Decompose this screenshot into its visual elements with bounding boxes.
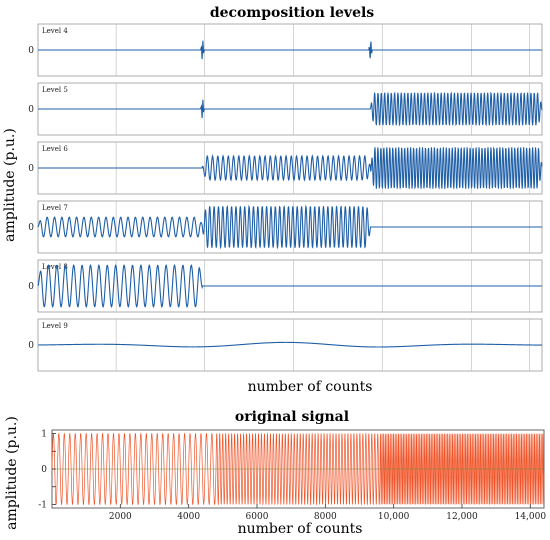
decomposition-y-axis-label: amplitude (p.u.) xyxy=(2,128,18,242)
decomposition-x-axis-label: number of counts xyxy=(248,379,373,395)
x-tick-label: 10,000 xyxy=(378,512,410,522)
panel-signal-line xyxy=(37,204,542,250)
panel-signal-line xyxy=(38,40,542,60)
x-tick-label: 2000 xyxy=(109,512,132,522)
panel-y-tick-label: 0 xyxy=(28,105,34,115)
decomposition-panel: Level 5 0 xyxy=(28,82,543,136)
panel-frame xyxy=(37,318,543,372)
panel-y-tick-label: 0 xyxy=(28,46,34,56)
panel-level-label: Level 8 xyxy=(42,263,68,271)
panel-signal-line xyxy=(38,146,543,190)
decomposition-panels: Level 4 0 Level 5 0 Level 6 0 Level 7 0 Level 8 0… xyxy=(28,23,543,372)
decomposition-panel: Level 8 0 xyxy=(28,259,543,313)
decomposition-panel: Level 4 0 xyxy=(28,23,543,77)
panel-y-tick-label: 0 xyxy=(28,341,34,351)
y-tick-label: 0 xyxy=(41,465,47,475)
panel-level-label: Level 4 xyxy=(42,27,68,35)
decomposition-panel: Level 6 0 xyxy=(28,141,543,195)
panel-level-label: Level 6 xyxy=(42,145,68,153)
original-y-axis-label: amplitude (p.u.) xyxy=(4,416,20,530)
original-signal-title: original signal xyxy=(235,409,349,425)
x-tick-label: 8000 xyxy=(314,512,337,522)
panel-y-tick-label: 0 xyxy=(28,223,34,233)
original-signal-plot: 2000 4000 6000 8000 10,000 12,000 14,000 -1 0 1 xyxy=(38,430,546,522)
panel-y-tick-label: 0 xyxy=(28,164,34,174)
panel-y-tick-label: 0 xyxy=(28,282,34,292)
panel-level-label: Level 7 xyxy=(42,204,68,212)
decomposition-panel: Level 7 0 xyxy=(28,200,543,254)
x-tick-label: 14,000 xyxy=(515,512,547,522)
x-tick-label: 12,000 xyxy=(446,512,478,522)
panel-signal-line xyxy=(38,341,542,348)
panel-signal-line xyxy=(37,264,542,308)
decomposition-title: decomposition levels xyxy=(210,5,374,21)
panel-level-label: Level 5 xyxy=(42,86,68,94)
panel-signal-line xyxy=(38,91,543,127)
panel-level-label: Level 9 xyxy=(42,322,68,330)
x-tick-label: 4000 xyxy=(177,512,200,522)
y-tick-label: -1 xyxy=(38,500,47,510)
original-x-axis-label: number of counts xyxy=(238,521,363,537)
original-signal-line xyxy=(51,432,545,506)
x-tick-label: 6000 xyxy=(246,512,269,522)
y-tick-label: 1 xyxy=(41,430,47,440)
decomposition-panel: Level 9 0 xyxy=(28,318,543,372)
